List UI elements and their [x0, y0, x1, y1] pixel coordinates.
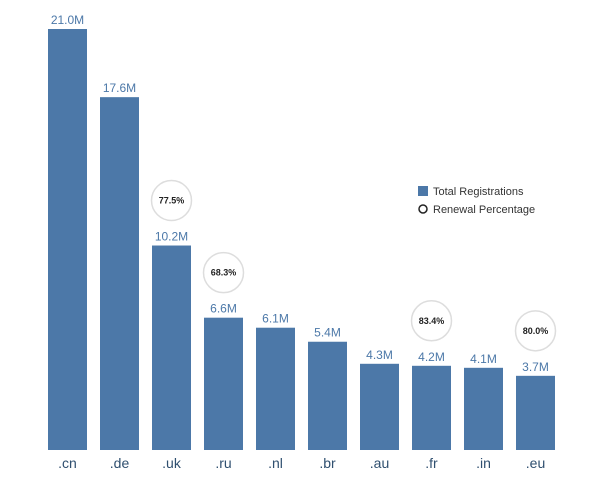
legend-bar-label: Total Registrations — [433, 186, 524, 198]
renewal-marker — [410, 300, 453, 342]
category-tick-label: .br — [319, 455, 336, 471]
category-tick-label: .ru — [215, 455, 231, 471]
bar-value-label: 6.6M — [210, 302, 237, 316]
bar-value-label: 5.4M — [314, 326, 341, 340]
category-tick-label: .au — [370, 455, 389, 471]
bar-in — [464, 367, 503, 450]
legend-renewal-label: Renewal Percentage — [433, 204, 535, 216]
legend: Total Registrations Renewal Percentage — [418, 186, 535, 216]
bar-value-label: 6.1M — [262, 312, 289, 326]
renewal-markers-layer: 77.5% 68.3% 83.4% 80.0% — [150, 179, 557, 352]
renewal-value-label: 77.5% — [159, 196, 185, 206]
bar-value-label: 4.3M — [366, 348, 393, 362]
bar-value-label: 21.0M — [51, 13, 84, 27]
renewal-value-label: 83.4% — [419, 316, 445, 326]
bar-value-label: 4.1M — [470, 352, 497, 366]
bar-value-label: 10.2M — [155, 230, 188, 244]
bar-value-label: 17.6M — [103, 81, 136, 95]
bar-cn — [48, 29, 87, 450]
legend-circle-swatch — [418, 204, 428, 214]
bar-br — [308, 341, 347, 450]
bar-au — [360, 363, 399, 450]
category-tick-label: .nl — [268, 455, 283, 471]
category-tick-label: .fr — [425, 455, 438, 471]
category-tick-label: .eu — [526, 455, 545, 471]
category-tick-label: .uk — [162, 455, 182, 471]
bar-fr — [412, 365, 451, 450]
bar-value-label: 4.2M — [418, 350, 445, 364]
bar-ru — [204, 317, 243, 450]
category-tick-label: .in — [476, 455, 491, 471]
legend-bar-swatch — [418, 186, 428, 196]
bars-layer: 21.0M .cn 17.6M .de 10.2M .uk 6.6M .ru 6.1M .nl 5.… — [48, 13, 555, 471]
renewal-marker — [150, 179, 193, 222]
bar-value-label: 3.7M — [522, 360, 549, 374]
bar-eu — [516, 375, 555, 450]
bar-de — [100, 97, 139, 451]
renewal-value-label: 80.0% — [523, 326, 549, 336]
category-tick-label: .cn — [58, 455, 77, 471]
bar-nl — [256, 327, 295, 450]
renewal-marker — [514, 310, 557, 352]
category-tick-label: .de — [110, 455, 130, 471]
renewal-marker — [202, 251, 245, 294]
renewal-value-label: 68.3% — [211, 268, 237, 278]
bar-uk — [152, 245, 191, 450]
